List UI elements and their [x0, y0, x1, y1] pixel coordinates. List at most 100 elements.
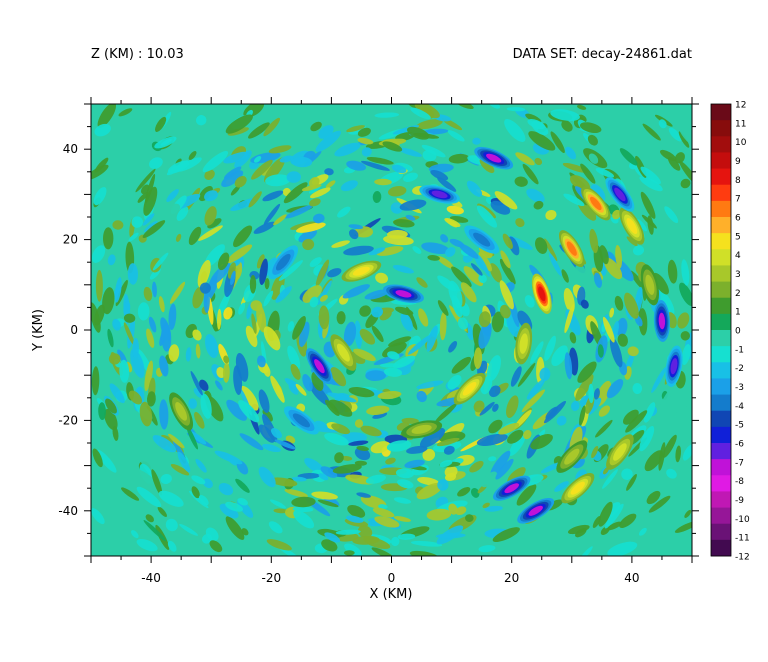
y-tick-label: -40	[58, 504, 78, 518]
field-feature	[268, 245, 299, 280]
colorbar-segment	[711, 217, 731, 234]
x-axis: -40 -20 0 20 40	[90, 97, 693, 585]
colorbar-label: 9	[735, 157, 741, 167]
field-feature	[330, 334, 357, 371]
colorbar-label: -1	[735, 345, 744, 355]
field-feature	[283, 406, 319, 435]
colorbar-segment	[711, 184, 731, 202]
colorbar-label: -10	[735, 515, 750, 525]
field-feature	[619, 207, 645, 245]
colorbar-segment	[711, 297, 731, 315]
colorbar-segment	[711, 394, 731, 412]
colorbar-label: -8	[735, 477, 744, 487]
field-feature	[493, 475, 531, 501]
colorbar-segment	[711, 168, 731, 186]
colorbar-segment	[711, 281, 731, 299]
colorbar-segment	[711, 249, 731, 266]
colorbar-label: -6	[735, 440, 744, 450]
field-feature	[556, 440, 588, 473]
colorbar-label: 12	[735, 101, 746, 111]
colorbar-label: 4	[735, 251, 741, 261]
colorbar-label: -3	[735, 383, 744, 393]
x-tick-label: -20	[261, 571, 281, 585]
field-feature	[531, 273, 552, 314]
colorbar-label: 0	[735, 327, 741, 337]
y-tick-label: -20	[58, 413, 78, 427]
field-features	[169, 146, 683, 524]
colorbar-label: 1	[735, 308, 741, 318]
colorbar-segment	[711, 378, 731, 395]
y-axis-label: Y (KM)	[31, 309, 46, 352]
field-feature	[383, 284, 424, 304]
colorbar-segment	[711, 152, 731, 169]
y-tick-label: 20	[63, 233, 78, 247]
colorbar-segment	[711, 313, 731, 331]
field-feature	[515, 322, 533, 365]
x-tick-label: 20	[504, 571, 519, 585]
colorbar-segment	[711, 443, 731, 460]
field-feature	[305, 348, 333, 385]
colorbar-segment	[711, 346, 731, 363]
field-feature	[419, 184, 460, 204]
colorbar-segment	[711, 104, 731, 121]
colorbar-segment	[711, 491, 731, 508]
field-texture	[91, 104, 692, 556]
colorbar-segment	[711, 265, 731, 282]
y-axis: -40 -20 0 20 40	[58, 103, 699, 557]
colorbar: 1211109876543210-1-2-3-4-5-6-7-8-9-10-11…	[710, 101, 750, 563]
colorbar-label: 11	[735, 119, 746, 129]
field-feature	[341, 260, 382, 282]
colorbar-label: 10	[735, 138, 747, 148]
colorbar-label: 3	[735, 270, 741, 280]
colorbar-label: -7	[735, 458, 744, 468]
x-axis-label: X (KM)	[370, 587, 413, 602]
field-feature	[653, 300, 670, 342]
x-tick-label: 0	[388, 571, 396, 585]
colorbar-label: 8	[735, 176, 741, 186]
field-feature	[605, 177, 635, 212]
colorbar-label: 6	[735, 214, 741, 224]
heatmap-field	[91, 104, 692, 556]
colorbar-label: -5	[735, 421, 744, 431]
z-level-label: Z (KM) : 10.03	[91, 47, 184, 62]
field-feature	[558, 230, 585, 268]
colorbar-segment	[711, 459, 731, 476]
field-feature	[169, 392, 194, 431]
field-feature	[581, 186, 611, 221]
colorbar-segment	[711, 523, 731, 541]
colorbar-segment	[711, 362, 731, 379]
colorbar-label: -4	[735, 402, 744, 412]
colorbar-segment	[711, 330, 731, 347]
colorbar-segment	[711, 507, 731, 525]
y-tick-label: 0	[70, 323, 78, 337]
colorbar-label: -11	[735, 534, 750, 544]
colorbar-label: 2	[735, 289, 741, 299]
colorbar-segment	[711, 200, 731, 218]
field-feature	[517, 497, 555, 524]
field-feature	[474, 146, 514, 170]
colorbar-segment	[711, 539, 731, 557]
colorbar-label: 5	[735, 232, 741, 242]
colorbar-label: -9	[735, 496, 744, 506]
y-tick-label: 40	[63, 142, 78, 156]
field-feature	[401, 420, 443, 439]
field-feature	[561, 473, 595, 504]
field-feature	[665, 345, 683, 387]
field-feature	[606, 434, 634, 470]
field-feature	[640, 264, 660, 306]
colorbar-segment	[711, 120, 731, 137]
field-feature	[453, 372, 486, 405]
colorbar-segment	[711, 410, 731, 428]
data-set-label: DATA SET: decay-24861.dat	[512, 47, 692, 62]
colorbar-label: -12	[735, 553, 750, 563]
colorbar-segment	[711, 475, 731, 492]
colorbar-label: -2	[735, 364, 744, 374]
field-feature	[464, 225, 500, 254]
colorbar-segment	[711, 136, 731, 153]
colorbar-segment	[711, 426, 731, 444]
x-tick-label: 40	[624, 571, 639, 585]
colorbar-segment	[711, 233, 731, 250]
x-tick-label: -40	[141, 571, 161, 585]
colorbar-label: 7	[735, 195, 741, 205]
